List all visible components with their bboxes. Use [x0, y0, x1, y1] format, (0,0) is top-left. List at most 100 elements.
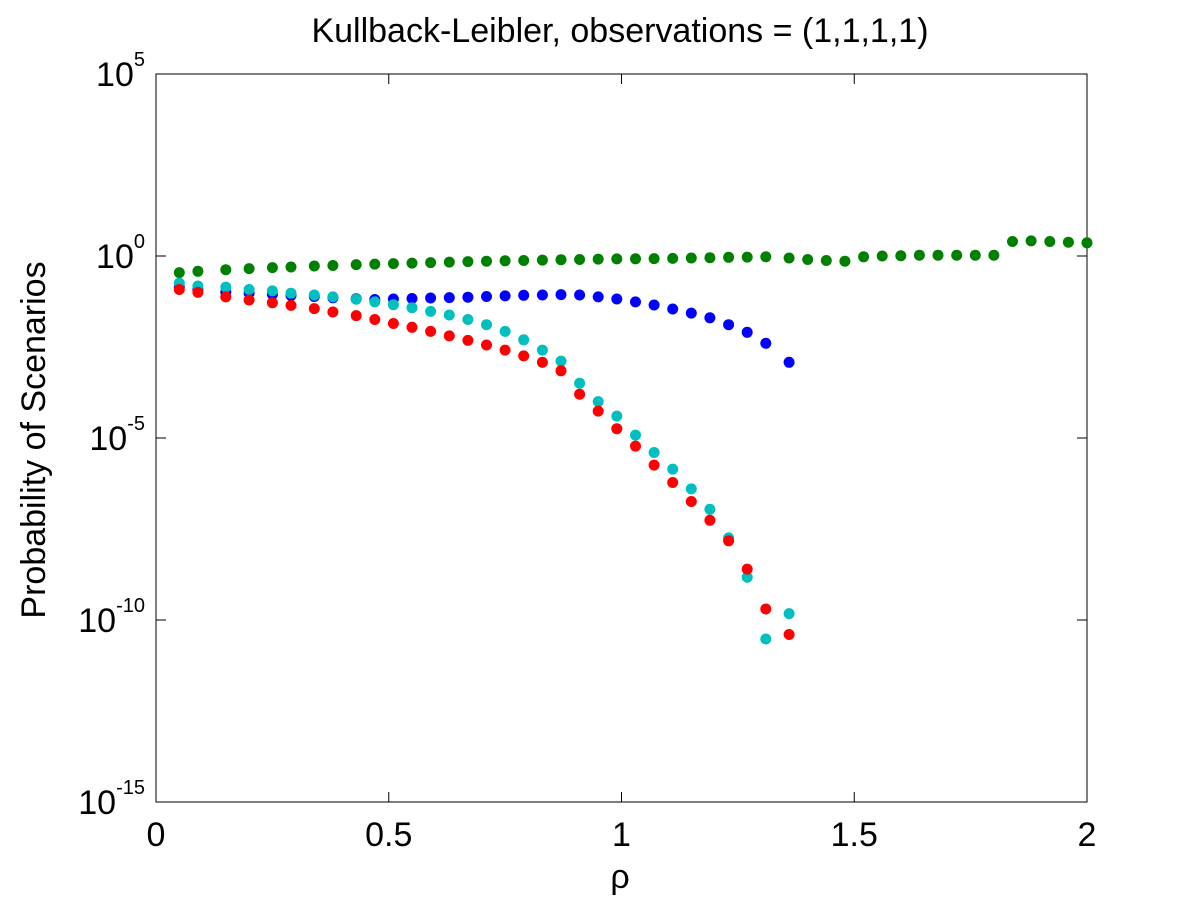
data-point — [574, 289, 586, 301]
y-tick-exponent: -10 — [116, 595, 145, 617]
data-point — [387, 318, 399, 329]
data-point — [704, 514, 716, 526]
data-point — [783, 629, 795, 640]
data-point — [387, 258, 399, 270]
data-point — [574, 377, 586, 389]
data-point — [308, 260, 320, 272]
data-point — [285, 299, 297, 311]
data-point — [536, 289, 548, 301]
data-point — [667, 477, 679, 488]
data-point — [858, 251, 870, 263]
data-point — [574, 254, 586, 265]
data-point — [387, 299, 399, 311]
series-2 — [173, 277, 795, 645]
data-point — [499, 290, 511, 302]
x-tick-label: 0 — [147, 816, 166, 854]
data-point — [192, 265, 204, 277]
data-point — [518, 289, 530, 301]
data-point — [648, 459, 660, 471]
data-point — [425, 325, 437, 337]
data-point — [220, 264, 232, 276]
y-tick-label: 100 — [96, 231, 145, 276]
data-point — [536, 356, 548, 368]
data-point — [285, 261, 297, 273]
data-point — [518, 350, 530, 362]
data-point — [499, 325, 511, 337]
y-tick-base: 10 — [78, 602, 116, 640]
data-point — [648, 299, 660, 311]
data-points — [173, 235, 1093, 645]
data-point — [723, 535, 735, 547]
data-point — [499, 255, 511, 267]
data-point — [266, 285, 278, 297]
data-point — [555, 289, 567, 301]
data-point — [220, 281, 232, 293]
data-point — [1025, 235, 1037, 247]
x-tick-label: 0.5 — [365, 816, 412, 854]
data-point — [308, 303, 320, 315]
data-point — [350, 293, 362, 305]
data-point — [592, 396, 604, 408]
data-point — [630, 429, 641, 441]
data-point — [969, 249, 981, 261]
data-point — [648, 253, 660, 265]
data-point — [611, 410, 623, 422]
data-point — [895, 250, 907, 262]
data-point — [704, 252, 716, 264]
data-point — [243, 294, 255, 306]
series-3 — [173, 284, 795, 640]
data-point — [443, 292, 455, 304]
data-point — [406, 302, 418, 314]
y-tick-base: 10 — [96, 238, 134, 276]
data-point — [555, 365, 567, 377]
data-point — [1007, 236, 1018, 247]
data-point — [425, 292, 437, 304]
data-point — [630, 253, 641, 265]
data-point — [783, 356, 795, 368]
data-point — [876, 250, 888, 262]
data-point — [481, 319, 492, 331]
data-point — [1062, 236, 1074, 248]
data-point — [555, 355, 567, 367]
data-point — [1081, 237, 1093, 249]
data-point — [723, 319, 735, 331]
data-point — [266, 262, 278, 274]
y-tick-base: 10 — [96, 56, 134, 94]
data-point — [425, 305, 437, 317]
data-point — [266, 297, 278, 309]
data-point — [760, 633, 772, 645]
data-point — [592, 291, 604, 303]
data-point — [932, 249, 944, 261]
data-point — [327, 306, 339, 318]
data-point — [350, 259, 362, 271]
data-point — [630, 440, 641, 452]
data-point — [741, 571, 753, 583]
y-tick-base: 10 — [89, 420, 127, 458]
data-point — [406, 257, 418, 269]
x-axis-label: ρ — [610, 858, 629, 896]
data-point — [741, 326, 753, 338]
x-tick-label: 2 — [1078, 816, 1097, 854]
data-point — [327, 291, 339, 303]
plot-area — [155, 73, 1088, 803]
y-tick-exponent: 5 — [134, 49, 145, 71]
data-point — [783, 252, 795, 264]
data-point — [243, 284, 255, 295]
data-point — [667, 252, 679, 264]
y-tick-base: 10 — [78, 784, 116, 822]
data-point — [499, 344, 511, 356]
data-point — [685, 483, 697, 495]
data-point — [443, 330, 455, 342]
data-point — [741, 563, 753, 575]
data-point — [592, 253, 604, 265]
x-tick-label: 1 — [612, 816, 631, 854]
data-point — [592, 405, 604, 417]
data-point — [173, 284, 185, 295]
data-point — [760, 337, 772, 349]
data-point — [760, 251, 772, 263]
data-point — [723, 251, 735, 263]
data-point — [462, 334, 474, 346]
data-point — [425, 257, 437, 269]
data-point — [951, 249, 963, 261]
